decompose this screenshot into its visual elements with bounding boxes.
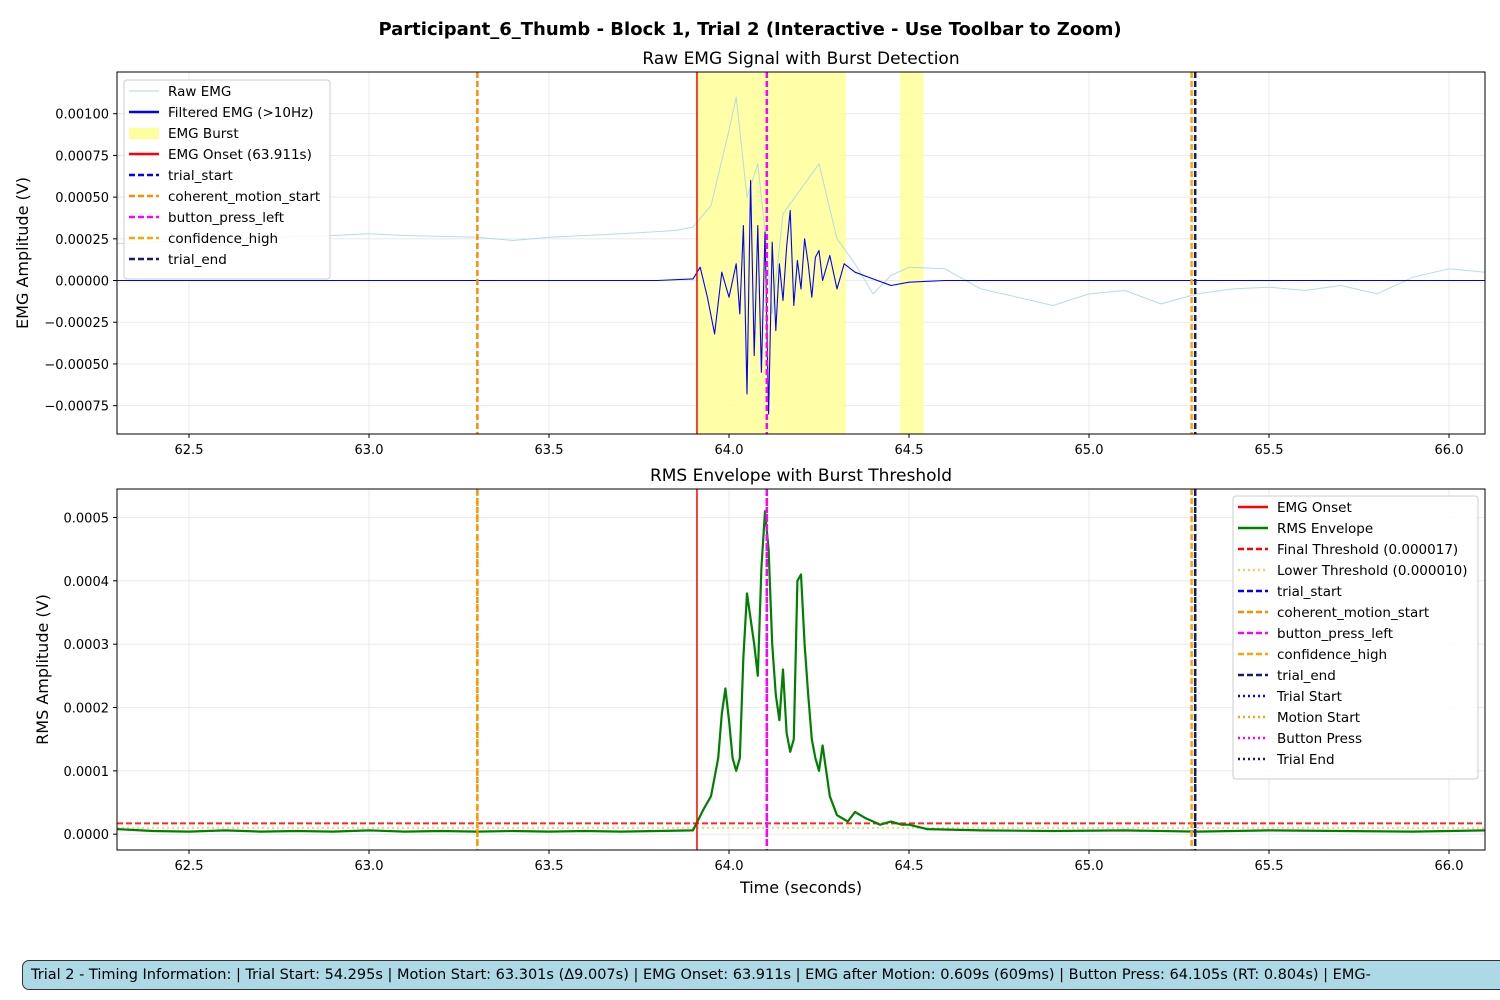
- y-axis-label: EMG Amplitude (V): [13, 177, 32, 329]
- y-tick-label: 0.00025: [55, 233, 109, 248]
- x-tick-label: 63.5: [535, 859, 564, 874]
- plot-frame: [116, 488, 1486, 851]
- series-line: [117, 510, 1485, 833]
- y-tick-label: 0.00050: [55, 191, 109, 206]
- legend-label: trial_start: [1277, 584, 1342, 600]
- y-axis-label: RMS Amplitude (V): [33, 594, 52, 745]
- y-tick-label: −0.00075: [44, 400, 109, 415]
- x-tick-label: 65.0: [1075, 859, 1104, 874]
- y-tick-label: −0.00050: [44, 358, 109, 373]
- legend-label: confidence_high: [1277, 647, 1387, 663]
- legend-label: Final Threshold (0.000017): [1277, 542, 1458, 558]
- legend-label: trial_end: [168, 252, 227, 268]
- legend-label: Lower Threshold (0.000010): [1277, 563, 1468, 579]
- legend-label: trial_start: [168, 168, 233, 184]
- raw-emg-panel: 62.5 63.0 63.5 64.0 64.5 65.0 65.5 66.0 −0.00075…: [13, 49, 1486, 458]
- x-tick-label: 63.0: [355, 859, 384, 874]
- y-tick-label: 0.0000: [64, 828, 110, 843]
- series-line: [117, 96, 1485, 315]
- panel-title: Raw EMG Signal with Burst Detection: [642, 49, 959, 69]
- plot-area: [117, 72, 1485, 434]
- legend-label: button_press_left: [1277, 626, 1393, 642]
- y-tick-label: −0.00025: [44, 316, 109, 331]
- legend-label: Trial End: [1276, 752, 1335, 768]
- emg-burst-span: [900, 72, 924, 434]
- series-line: [117, 179, 1485, 415]
- panel-title: RMS Envelope with Burst Threshold: [650, 466, 952, 486]
- x-tick-label: 65.0: [1075, 443, 1104, 458]
- x-tick-label: 66.0: [1435, 859, 1464, 874]
- legend-label: coherent_motion_start: [168, 189, 320, 205]
- x-tick-label: 62.5: [175, 443, 204, 458]
- legend-label: button_press_left: [168, 210, 284, 226]
- y-tick-label: 0.0003: [64, 638, 110, 653]
- legend-label: Motion Start: [1277, 710, 1360, 726]
- legend: Raw EMG Filtered EMG (>10Hz) EMG Burst EMG …: [123, 79, 331, 280]
- y-tick-label: 0.0002: [64, 702, 110, 717]
- legend-label: confidence_high: [168, 231, 278, 247]
- legend: EMG Onset RMS Envelope Final Threshold (0.…: [1232, 495, 1479, 780]
- x-tick-label: 64.5: [895, 859, 924, 874]
- x-tick-label: 62.5: [175, 859, 204, 874]
- x-axis-label: Time (seconds): [739, 878, 862, 897]
- timing-info-box: Trial 2 - Timing Information: | Trial St…: [22, 960, 1500, 990]
- rms-envelope-panel: 62.5 63.0 63.5 64.0 64.5 65.0 65.5 66.0 0.0000 0.…: [33, 466, 1486, 897]
- legend-label: Filtered EMG (>10Hz): [168, 105, 314, 121]
- y-tick-label: 0.0001: [64, 765, 110, 780]
- legend-label: Trial Start: [1276, 689, 1342, 705]
- x-tick-label: 65.5: [1255, 443, 1284, 458]
- legend-label: coherent_motion_start: [1277, 605, 1429, 621]
- x-tick-label: 64.0: [715, 443, 744, 458]
- timing-info-text: Trial 2 - Timing Information: | Trial St…: [31, 967, 1371, 983]
- y-tick-label: 0.00100: [55, 108, 109, 123]
- x-tick-label: 64.0: [715, 859, 744, 874]
- x-tick-label: 63.5: [535, 443, 564, 458]
- legend-box: [1232, 495, 1479, 780]
- plot-frame: [116, 71, 1486, 435]
- legend-label: RMS Envelope: [1277, 521, 1373, 537]
- legend-label: EMG Burst: [168, 126, 239, 142]
- y-tick-label: 0.0004: [64, 575, 110, 590]
- legend-label: trial_end: [1277, 668, 1336, 684]
- legend-label: Raw EMG: [168, 84, 231, 100]
- legend-swatch: [129, 128, 159, 139]
- x-tick-label: 64.5: [895, 443, 924, 458]
- y-tick-label: 0.00075: [55, 149, 109, 164]
- legend-label: EMG Onset (63.911s): [168, 147, 312, 163]
- legend-label: EMG Onset: [1277, 500, 1352, 516]
- legend-box: [123, 79, 331, 280]
- y-tick-label: 0.0005: [64, 512, 110, 527]
- y-tick-label: 0.00000: [55, 275, 109, 290]
- plot-area: [117, 489, 1485, 850]
- figure-suptitle: Participant_6_Thumb - Block 1, Trial 2 (…: [378, 19, 1121, 40]
- x-tick-label: 66.0: [1435, 443, 1464, 458]
- x-tick-label: 63.0: [355, 443, 384, 458]
- legend-label: Button Press: [1277, 731, 1362, 747]
- x-tick-label: 65.5: [1255, 859, 1284, 874]
